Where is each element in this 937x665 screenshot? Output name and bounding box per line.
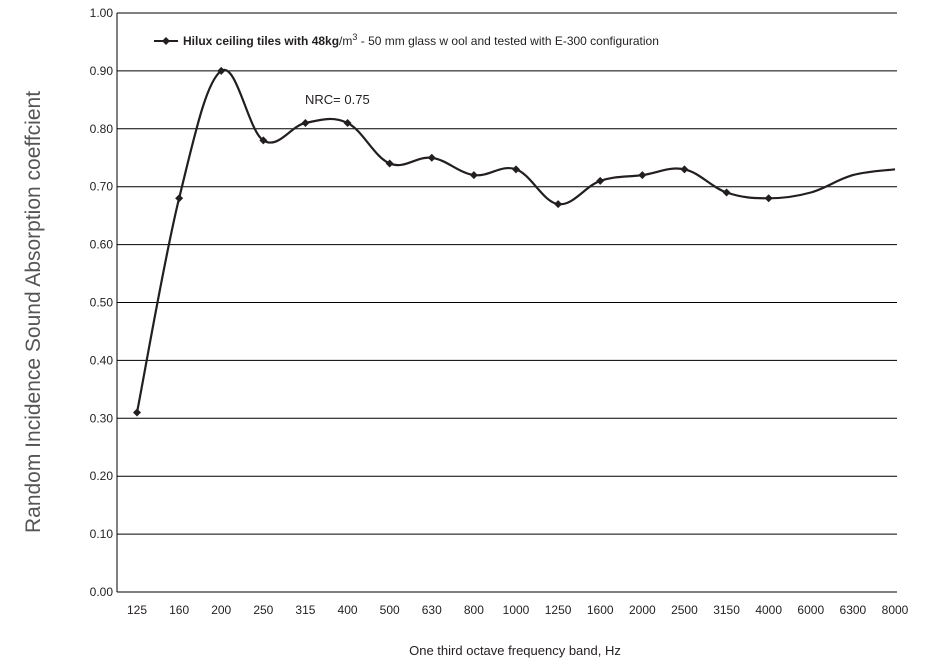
data-point-marker (217, 66, 226, 75)
x-tick-label: 250 (253, 603, 273, 617)
y-tick-label: 0.40 (90, 353, 114, 367)
data-point-marker (427, 153, 436, 162)
x-tick-label: 400 (338, 603, 358, 617)
data-point-marker (175, 194, 184, 203)
series-line (135, 68, 896, 413)
y-tick-label: 0.90 (90, 64, 114, 78)
legend-label-bold: Hilux ceiling tiles with 48kg (183, 34, 339, 48)
data-point-marker (638, 171, 647, 180)
y-tick-label: 0.80 (90, 122, 114, 136)
x-tick-labels: 125 160 200 250 315 400 500 630 800 1000 1250 1600 2… (127, 603, 909, 617)
data-point-marker (259, 136, 268, 145)
data-point-marker (133, 408, 141, 417)
x-tick-label: 8000 (882, 603, 909, 617)
x-axis-label: One third octave frequency band, Hz (409, 643, 621, 658)
y-tick-label: 0.70 (90, 180, 114, 194)
legend: Hilux ceiling tiles with 48kg/m3 - 50 mm… (154, 32, 659, 48)
legend-label: Hilux ceiling tiles with 48kg/m3 - 50 mm… (183, 32, 659, 48)
grid-lines (116, 12, 897, 593)
data-point-marker (680, 165, 689, 174)
y-tick-label: 0.60 (90, 238, 114, 252)
data-point-marker (596, 176, 605, 185)
data-point-marker (343, 119, 352, 128)
x-tick-label: 4000 (755, 603, 782, 617)
y-tick-label: 1.00 (90, 6, 114, 20)
x-tick-label: 1250 (545, 603, 572, 617)
x-tick-label: 630 (422, 603, 442, 617)
x-tick-label: 1600 (587, 603, 614, 617)
y-tick-label: 0.00 (90, 585, 114, 599)
data-point-marker (764, 194, 773, 203)
x-tick-label: 1000 (503, 603, 530, 617)
y-tick-label: 0.10 (90, 527, 114, 541)
data-point-marker (301, 119, 310, 128)
y-tick-label: 0.50 (90, 296, 114, 310)
x-tick-label: 500 (380, 603, 400, 617)
x-tick-label: 6000 (797, 603, 824, 617)
x-tick-label: 3150 (713, 603, 740, 617)
y-axis-label: Random Incidence Sound Absorption coeffc… (22, 91, 45, 533)
y-tick-label: 0.30 (90, 411, 114, 425)
legend-label-sup: 3 (352, 32, 357, 42)
nrc-annotation: NRC= 0.75 (305, 92, 370, 107)
data-point-marker (385, 159, 394, 168)
x-tick-label: 6300 (840, 603, 867, 617)
x-tick-label: 315 (295, 603, 315, 617)
legend-label-unit: /m (339, 34, 352, 48)
x-tick-label: 125 (127, 603, 147, 617)
legend-label-rest: - 50 mm glass w ool and tested with E-30… (357, 34, 659, 48)
y-tick-labels: 0.00 0.10 0.20 0.30 0.40 0.50 0.60 0.70 0.80 0.90… (90, 6, 114, 599)
data-point-marker (722, 188, 731, 197)
x-tick-label: 160 (169, 603, 189, 617)
x-tick-label: 200 (211, 603, 231, 617)
series-layer (133, 66, 896, 417)
x-tick-label: 2500 (671, 603, 698, 617)
x-tick-label: 2000 (629, 603, 656, 617)
legend-marker (162, 37, 170, 45)
y-tick-label: 0.20 (90, 469, 114, 483)
data-point-marker (554, 200, 563, 209)
x-tick-label: 800 (464, 603, 484, 617)
data-point-marker (469, 171, 478, 180)
data-point-marker (512, 165, 520, 174)
